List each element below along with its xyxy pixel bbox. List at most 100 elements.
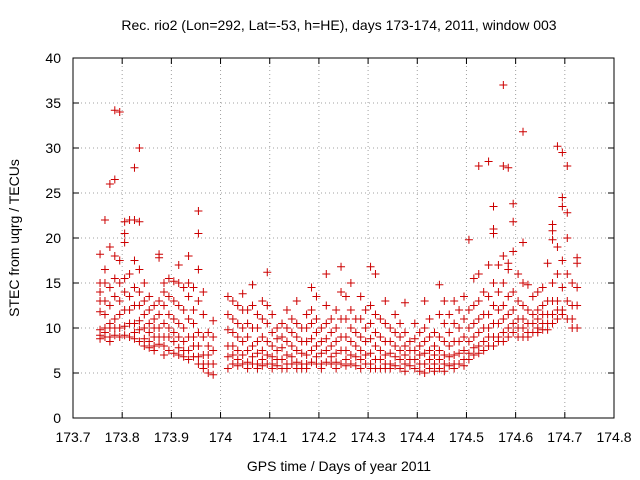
data-point [327,360,336,368]
data-point [258,297,267,305]
data-point [243,319,252,328]
data-point [223,364,232,373]
data-point [484,324,493,332]
data-point [430,367,439,376]
data-point [523,333,532,341]
data-point [209,346,218,355]
data-point [258,346,267,355]
data-point [184,292,193,301]
data-point [302,324,311,332]
data-point [494,261,503,269]
data-point [455,337,464,346]
data-point [327,328,336,337]
data-point [459,361,468,370]
data-point [455,360,464,368]
data-point [169,297,178,305]
data-point [228,342,237,350]
data-point [543,325,552,334]
data-point [356,364,365,373]
data-point [130,319,139,328]
data-point [386,324,395,332]
data-point [130,283,139,292]
data-point [469,343,478,352]
data-point [548,319,557,328]
data-point [130,334,139,343]
data-point [322,270,331,278]
data-point [322,358,331,367]
data-point [223,352,232,361]
data-point [322,301,331,310]
data-point [396,355,405,364]
data-point [346,360,355,368]
data-point [415,342,424,350]
data-point [504,163,513,172]
data-point [159,279,168,287]
data-point [292,346,301,355]
data-point [302,351,311,359]
data-point [337,288,346,296]
data-point [391,361,400,370]
data-point [469,333,478,341]
data-point [435,364,444,373]
data-point [100,297,109,305]
data-point [307,358,316,367]
data-point [130,216,139,224]
data-point [410,346,419,355]
data-point [420,360,429,368]
data-point [548,226,557,235]
data-point [199,288,208,296]
data-point [145,328,154,337]
data-point [410,334,419,343]
data-point [455,349,464,358]
data-point [361,306,370,314]
y-tick-label: 35 [45,95,61,111]
data-point [346,351,355,359]
data-point [391,342,400,350]
data-point [376,315,385,323]
data-point [194,342,203,350]
data-point [322,334,331,343]
data-point [415,328,424,337]
data-point [563,234,572,242]
data-point [376,355,385,364]
data-point [145,306,154,314]
data-point [430,360,439,368]
data-point [420,349,429,358]
data-point [164,346,173,355]
data-point [558,193,567,202]
data-point [464,355,473,364]
data-point [366,262,375,271]
grid-lines [73,58,614,418]
data-point [420,337,429,346]
data-point [307,283,316,292]
data-point [287,328,296,337]
data-point [243,306,252,314]
data-point [317,337,326,346]
data-point [519,315,528,323]
data-point [179,306,188,314]
data-point [341,346,350,355]
data-point [312,342,321,350]
data-point [174,333,183,341]
data-point [459,315,468,323]
data-point [474,349,483,358]
data-point [337,360,346,368]
data-point [159,342,168,350]
data-point [228,351,237,359]
data-point [96,307,105,316]
data-point [371,310,380,319]
data-point [194,352,203,361]
data-point [120,322,129,331]
data-point [174,261,183,269]
data-point [484,292,493,301]
data-point [159,301,168,310]
data-point [135,301,144,310]
data-point [96,250,105,259]
data-point [307,306,316,314]
data-point [169,277,178,286]
data-point [400,367,409,376]
data-point [425,355,434,364]
data-point [243,333,252,341]
data-point [189,333,198,341]
